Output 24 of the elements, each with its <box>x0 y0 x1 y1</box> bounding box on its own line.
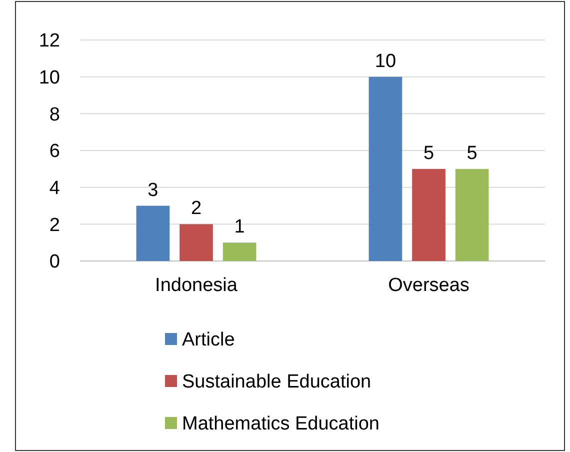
data-label: 3 <box>148 180 158 201</box>
legend-label: Mathematics Education <box>182 414 380 435</box>
bar <box>222 242 256 261</box>
y-tick-label: 6 <box>49 141 60 162</box>
y-tick-label: 2 <box>49 214 60 236</box>
legend-label: Sustainable Education <box>182 372 372 393</box>
data-label: 2 <box>190 198 202 220</box>
x-tick-label: Overseas <box>388 275 470 296</box>
legend-label: Article <box>182 330 235 351</box>
y-tick-label: 4 <box>49 178 60 199</box>
bar <box>180 224 213 261</box>
data-label: 5 <box>423 142 434 164</box>
data-label: 5 <box>466 142 478 164</box>
bar <box>136 206 170 261</box>
y-tick-label: 10 <box>38 67 60 88</box>
y-tick-label: 0 <box>49 252 60 273</box>
x-tick-label: Indonesia <box>155 275 238 296</box>
bar <box>368 76 402 261</box>
y-tick-label: 12 <box>38 30 60 52</box>
data-label: 10 <box>374 50 396 72</box>
data-label: 1 <box>234 216 245 238</box>
bar <box>412 168 446 261</box>
y-tick-label: 8 <box>49 104 60 126</box>
bar <box>455 168 489 261</box>
